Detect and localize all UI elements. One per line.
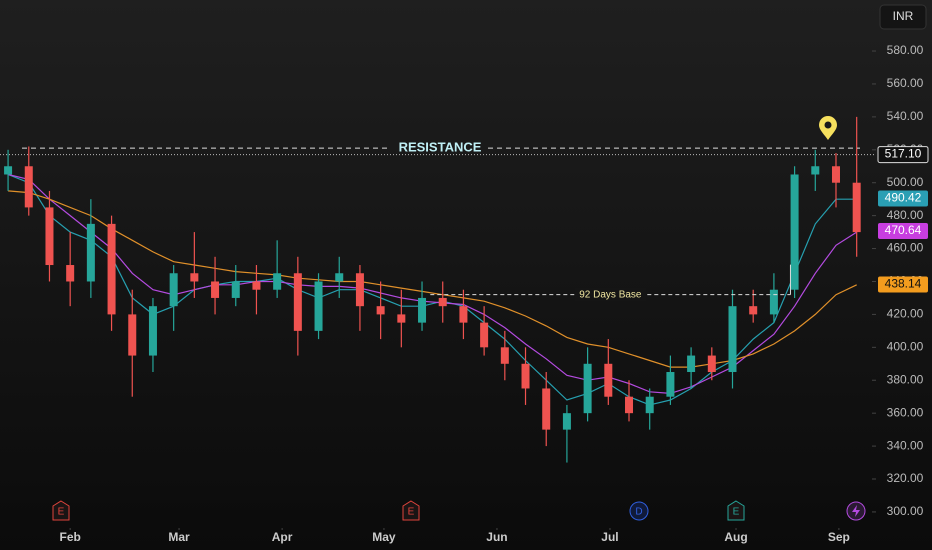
candle-body <box>480 322 489 348</box>
candle-body <box>128 314 137 356</box>
y-tick-label: 400.00 <box>887 339 924 353</box>
event-badge <box>402 500 420 521</box>
price-tag <box>878 276 928 293</box>
event-badge <box>727 500 745 521</box>
candle-body <box>86 223 95 282</box>
pin-marker[interactable] <box>819 116 837 140</box>
candle-body <box>231 281 240 298</box>
candle-body <box>148 306 157 356</box>
candle-body <box>583 363 592 414</box>
x-tick-label: Feb <box>59 530 80 544</box>
candle-body <box>790 174 799 290</box>
candle-body <box>169 273 178 307</box>
candle-body <box>355 273 364 307</box>
y-tick-label: 300.00 <box>887 504 924 518</box>
y-tick-label: 580.00 <box>887 43 924 57</box>
event-dividend-icon[interactable] <box>846 501 866 521</box>
y-tick-label: 540.00 <box>887 109 924 123</box>
x-tick-label: Apr <box>272 530 293 544</box>
x-tick-label: Jun <box>486 530 507 544</box>
candle-body <box>645 396 654 414</box>
y-tick-label: 320.00 <box>887 471 924 485</box>
event-icon[interactable]: D <box>629 501 649 521</box>
candle-body <box>707 355 716 373</box>
candle-body <box>769 289 778 315</box>
x-tick-label: Aug <box>724 530 747 544</box>
event-icon[interactable]: E <box>52 500 70 521</box>
x-tick-label: Sep <box>828 530 850 544</box>
x-tick-label: Mar <box>168 530 190 544</box>
base-label-bg <box>574 287 647 302</box>
price-tag-label: 438.14 <box>885 277 922 291</box>
candle-body <box>749 306 758 315</box>
event-label: E <box>733 507 740 518</box>
y-tick-label: 480.00 <box>887 208 924 222</box>
candle-body <box>4 166 13 175</box>
candle-body <box>831 166 840 183</box>
price-tag <box>877 146 929 164</box>
event-label: E <box>58 507 65 518</box>
event-icon[interactable]: E <box>727 500 745 521</box>
price-tag <box>878 223 928 240</box>
candle-body <box>397 314 406 323</box>
candle-body <box>852 182 861 233</box>
candle-body <box>625 396 634 414</box>
event-label: D <box>635 507 642 518</box>
candle-body <box>293 273 302 331</box>
candle-body <box>562 413 571 430</box>
candle-body <box>438 297 447 307</box>
event-label: E <box>408 507 415 518</box>
candle-body <box>190 273 199 282</box>
candle-body <box>811 166 820 175</box>
candle-body <box>376 306 385 315</box>
candle-body <box>273 273 282 290</box>
candle-body <box>45 207 54 266</box>
candle-body <box>604 363 613 397</box>
y-tick-label: 460.00 <box>887 241 924 255</box>
price-tag-label: 517.10 <box>885 147 922 161</box>
candle-body <box>107 223 116 315</box>
y-tick-label: 500.00 <box>887 175 924 189</box>
currency: INR <box>893 9 914 23</box>
moving-average <box>7 173 858 395</box>
y-tick-label: 340.00 <box>887 438 924 452</box>
y-tick-label: 360.00 <box>887 405 924 419</box>
x-tick-label: May <box>372 530 396 544</box>
y-tick-label: 420.00 <box>887 307 924 321</box>
candle-body <box>252 281 261 290</box>
base-label: 92 Days Base <box>579 289 642 300</box>
price-tag-label: 490.42 <box>885 191 922 205</box>
price-tag-label: 470.64 <box>885 223 922 237</box>
candle-body <box>66 265 75 282</box>
x-tick-label: Jul <box>601 530 618 544</box>
candle-body <box>687 355 696 373</box>
candle-body <box>211 281 220 298</box>
y-tick-label: 380.00 <box>887 372 924 386</box>
candle-body <box>500 347 509 364</box>
price-tag <box>878 190 928 207</box>
event-badge <box>629 501 649 521</box>
candle-body <box>728 306 737 373</box>
event-badge <box>52 500 70 521</box>
currency-box[interactable] <box>879 4 927 30</box>
candle-body <box>521 363 530 389</box>
candle-body <box>459 306 468 323</box>
y-tick-label: 560.00 <box>887 76 924 90</box>
resistance-label: RESISTANCE <box>399 140 482 155</box>
candle-body <box>335 273 344 282</box>
candle-body <box>418 297 427 323</box>
candle-body <box>666 372 675 397</box>
candle-body <box>24 166 33 208</box>
event-icon[interactable]: E <box>402 500 420 521</box>
candle-body <box>542 388 551 430</box>
candle-body <box>314 281 323 331</box>
